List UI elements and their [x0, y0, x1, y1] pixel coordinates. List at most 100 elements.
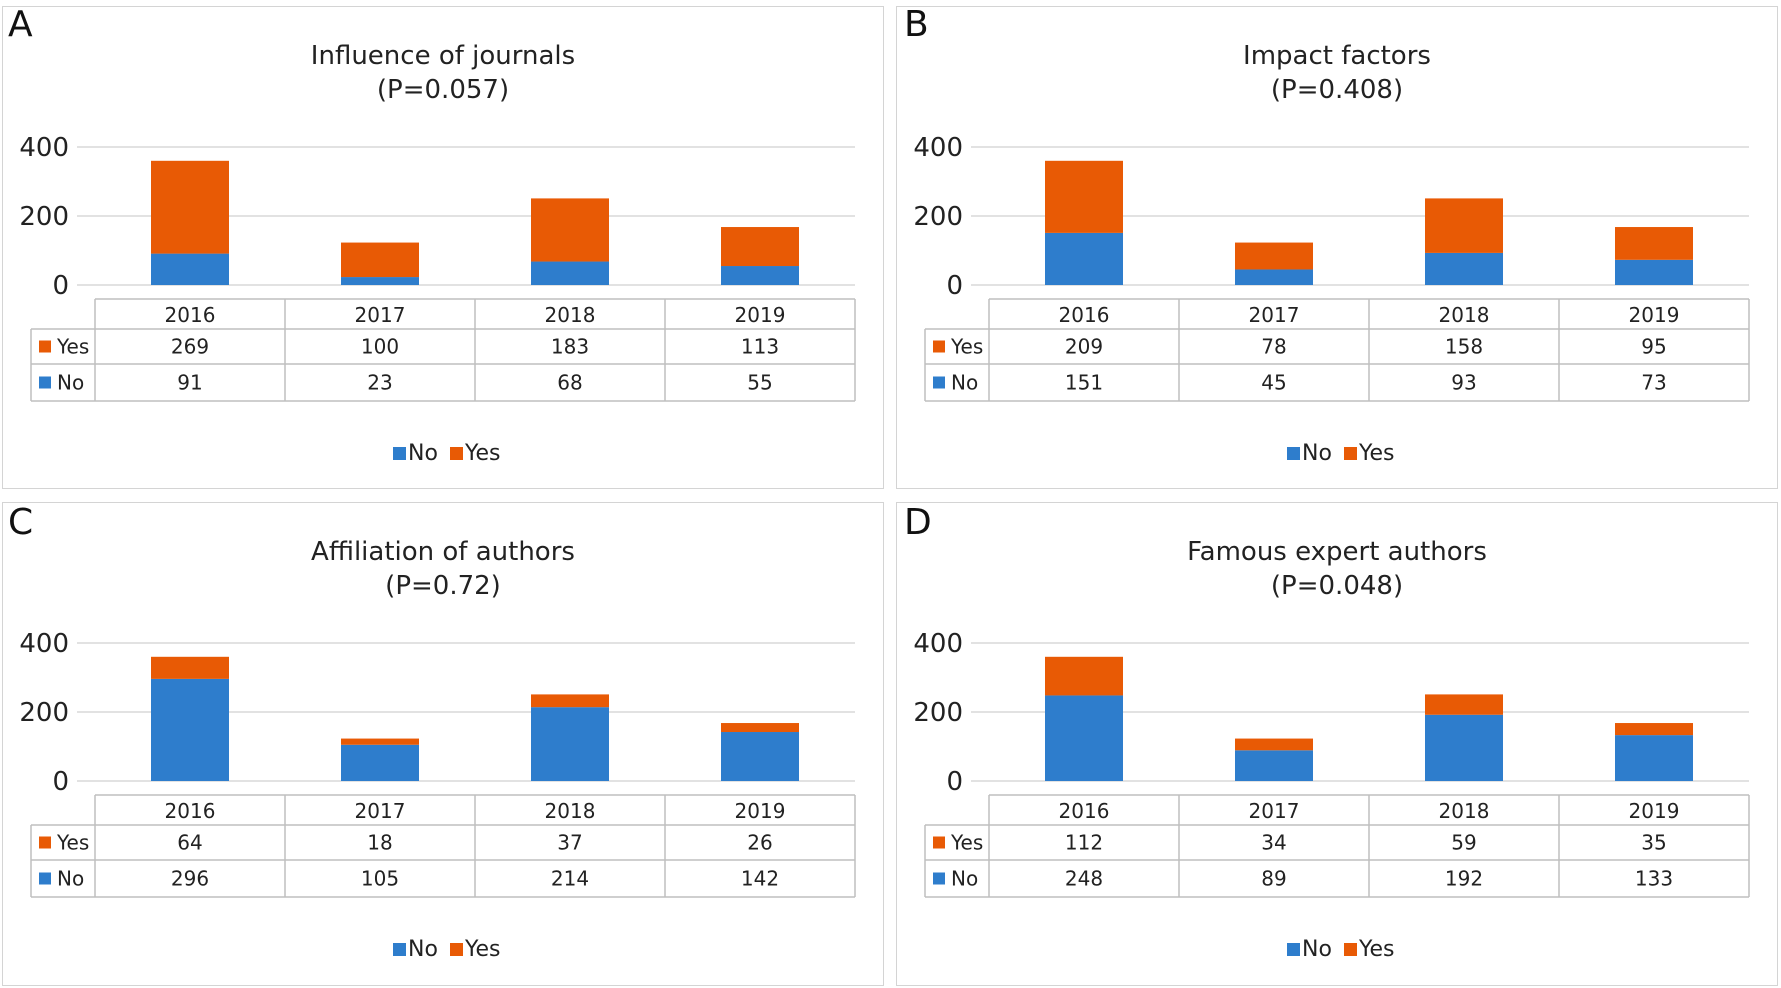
chart-panel-a: Influence of journals (P=0.057) 0 200 400 2… — [2, 6, 884, 489]
data-value-label: 59 — [1451, 831, 1476, 855]
x-category-label: 2017 — [355, 303, 406, 327]
bar-yes — [1615, 723, 1693, 736]
chart-title: Affiliation of authors — [311, 537, 575, 567]
legend-label: No — [1302, 937, 1332, 962]
bar-no — [1045, 232, 1123, 285]
bar-no — [341, 744, 419, 781]
chart-panel-b: Impact factors (P=0.408) 0 200 400 2016 2017… — [896, 6, 1778, 489]
x-category-label: 2017 — [1249, 303, 1300, 327]
data-value-label: 68 — [557, 371, 582, 395]
data-value-label: 64 — [177, 831, 202, 855]
bar-no — [531, 261, 609, 285]
chart-title: Impact factors — [1243, 41, 1431, 71]
legend-swatch-yes — [1344, 447, 1357, 460]
data-value-label: 133 — [1635, 867, 1673, 891]
y-tick-label: 400 — [913, 629, 963, 659]
data-value-label: 35 — [1641, 831, 1666, 855]
data-value-label: 45 — [1261, 371, 1286, 395]
bar-no — [1615, 735, 1693, 781]
data-value-label: 113 — [741, 335, 779, 359]
y-tick-label: 0 — [946, 767, 963, 797]
data-value-label: 209 — [1065, 335, 1103, 359]
bar-no — [1425, 252, 1503, 285]
data-value-label: 142 — [741, 867, 779, 891]
legend-key-no — [933, 872, 945, 885]
legend-key-no — [39, 376, 51, 389]
chart-svg: 0 200 400 2016 2017 2018 2019 Yes 209 78 158 95 No 15… — [913, 133, 1750, 466]
data-value-label: 34 — [1261, 831, 1286, 855]
bar-no — [721, 732, 799, 781]
legend-label: Yes — [1358, 937, 1395, 962]
bar-yes — [721, 227, 799, 267]
legend-swatch-no — [393, 943, 406, 956]
data-value-label: 112 — [1065, 831, 1103, 855]
bar-no — [341, 277, 419, 285]
data-value-label: 158 — [1445, 335, 1483, 359]
y-tick-label: 400 — [19, 133, 69, 163]
table-row-label: Yes — [56, 831, 89, 855]
bar-yes — [1425, 694, 1503, 715]
table-row-label: Yes — [950, 335, 983, 359]
x-category-label: 2019 — [735, 799, 786, 823]
bar-yes — [1235, 242, 1313, 270]
y-tick-label: 0 — [52, 767, 69, 797]
panel-label: D — [904, 502, 932, 543]
data-value-label: 26 — [747, 831, 772, 855]
chart-title: Influence of journals — [310, 41, 576, 71]
legend-swatch-no — [393, 447, 406, 460]
data-value-label: 248 — [1065, 867, 1103, 891]
x-category-label: 2017 — [355, 799, 406, 823]
bar-yes — [531, 694, 609, 708]
bar-no — [721, 266, 799, 285]
x-category-label: 2016 — [165, 799, 216, 823]
data-value-label: 37 — [557, 831, 582, 855]
y-tick-label: 400 — [19, 629, 69, 659]
bar-yes — [151, 656, 229, 679]
table-row-label: No — [951, 867, 978, 891]
legend-key-yes — [933, 836, 945, 849]
bar-yes — [531, 198, 609, 262]
table-row-label: No — [57, 867, 84, 891]
data-value-label: 151 — [1065, 371, 1103, 395]
chart-panel-d: Famous expert authors (P=0.048) 0 200 400 2… — [896, 502, 1778, 986]
bar-no — [151, 678, 229, 781]
bar-yes — [341, 242, 419, 278]
legend-key-yes — [39, 836, 51, 849]
panel-label: C — [8, 502, 34, 543]
legend-key-no — [39, 872, 51, 885]
data-value-label: 18 — [367, 831, 392, 855]
data-value-label: 269 — [171, 335, 209, 359]
bar-no — [1425, 714, 1503, 781]
table-row-label: Yes — [56, 335, 89, 359]
bar-no — [151, 253, 229, 285]
chart-subtitle: (P=0.048) — [1270, 571, 1404, 601]
bar-no — [531, 707, 609, 781]
y-tick-label: 200 — [913, 698, 963, 728]
y-tick-label: 200 — [19, 202, 69, 232]
chart-subtitle: (P=0.057) — [376, 75, 510, 105]
bar-yes — [1235, 738, 1313, 751]
bar-yes — [1425, 198, 1503, 253]
legend-label: No — [408, 441, 438, 466]
bar-no — [1235, 750, 1313, 781]
chart-subtitle: (P=0.408) — [1270, 75, 1404, 105]
legend-swatch-yes — [450, 943, 463, 956]
legend-label: No — [1302, 441, 1332, 466]
panel-label: B — [904, 4, 929, 45]
x-category-label: 2019 — [1629, 799, 1680, 823]
bar-yes — [721, 723, 799, 733]
legend-key-no — [933, 376, 945, 389]
chart-svg: 0 200 400 2016 2017 2018 2019 Yes 64 18 37 26 No 296 1… — [19, 629, 856, 962]
x-category-label: 2016 — [1059, 799, 1110, 823]
chart-panel-c: Affiliation of authors (P=0.72) 0 200 400 2… — [2, 502, 884, 986]
data-value-label: 78 — [1261, 335, 1286, 359]
y-tick-label: 0 — [52, 271, 69, 301]
bar-no — [1615, 259, 1693, 285]
data-value-label: 105 — [361, 867, 399, 891]
bar-no — [1235, 269, 1313, 285]
bar-yes — [1615, 227, 1693, 260]
panel-label: A — [8, 4, 33, 45]
legend-label: Yes — [464, 441, 501, 466]
x-category-label: 2018 — [545, 799, 596, 823]
data-value-label: 95 — [1641, 335, 1666, 359]
